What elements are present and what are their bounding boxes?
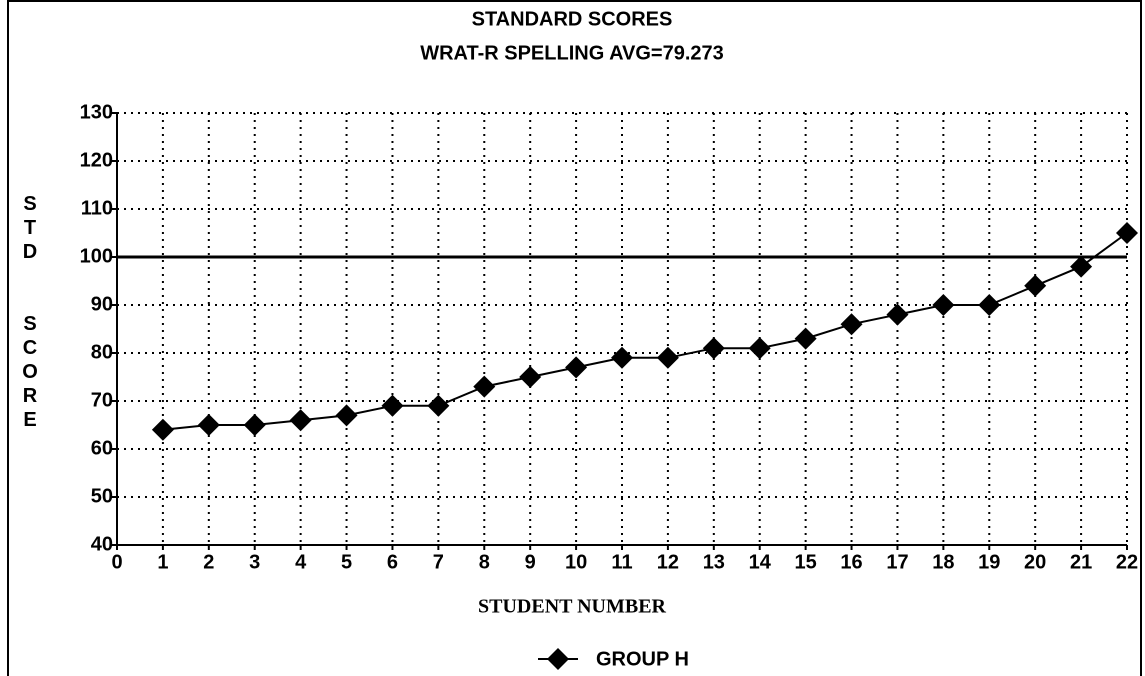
x-axis-label: STUDENT NUMBER <box>478 596 667 618</box>
point <box>1070 255 1093 278</box>
point <box>1116 222 1138 244</box>
series-line <box>162 232 1128 431</box>
point <box>243 414 266 436</box>
point <box>840 313 863 336</box>
point <box>611 346 633 369</box>
y-tick-label: 90 <box>91 293 113 315</box>
y-tick-label: 110 <box>81 197 113 219</box>
x-tick-label: 7 <box>433 551 444 573</box>
point <box>1024 274 1047 297</box>
y-tick-label: 50 <box>91 485 113 507</box>
point <box>932 294 955 316</box>
legend-label: GROUP H <box>596 648 689 670</box>
point <box>702 337 725 360</box>
x-tick-label: 6 <box>387 551 398 573</box>
x-tick-label: 2 <box>203 551 214 573</box>
point <box>473 375 496 398</box>
x-tick-label: 13 <box>703 551 725 573</box>
point <box>381 394 404 417</box>
x-tick-label: 20 <box>1024 551 1046 573</box>
x-tick-label: 1 <box>157 551 168 573</box>
x-tick-label: 15 <box>795 551 817 573</box>
x-tick-label: 21 <box>1070 551 1092 573</box>
point <box>656 346 679 369</box>
y-tick-label: 80 <box>91 341 113 363</box>
point <box>794 327 817 350</box>
point <box>289 409 312 432</box>
x-tick-label: 22 <box>1116 551 1138 573</box>
chart-subtitle: WRAT-R SPELLING AVG=79.273 <box>420 42 724 64</box>
x-tick-label: 9 <box>525 551 536 573</box>
point <box>197 414 220 436</box>
point <box>151 418 174 441</box>
point <box>886 303 909 326</box>
y-tick-label: 40 <box>91 533 113 555</box>
x-tick-label: 12 <box>657 551 679 573</box>
y-tick-label: 130 <box>80 101 113 123</box>
point <box>519 366 542 388</box>
point <box>427 394 450 417</box>
x-tick-label: 17 <box>886 551 908 573</box>
frame <box>7 0 1142 676</box>
x-tick-label: 5 <box>341 551 352 573</box>
point <box>748 337 771 360</box>
x-tick-label: 19 <box>978 551 1000 573</box>
x-tick-label: 16 <box>840 551 862 573</box>
x-tick-label: 3 <box>249 551 260 573</box>
chart-title: STANDARD SCORES <box>472 8 673 30</box>
y-tick-label: 120 <box>80 149 113 171</box>
x-tick-label: 18 <box>932 551 954 573</box>
y-tick-label: 100 <box>80 245 113 267</box>
y-tick-label: 60 <box>91 437 113 459</box>
x-tick-label: 11 <box>611 551 632 573</box>
point <box>978 294 1001 316</box>
point <box>335 404 358 427</box>
x-tick-label: 14 <box>749 551 772 573</box>
x-tick-label: 4 <box>295 551 307 573</box>
y-tick-label: 70 <box>91 389 113 411</box>
x-tick-label: 10 <box>565 551 587 573</box>
point <box>565 356 588 379</box>
x-tick-label: 8 <box>479 551 490 573</box>
legend-marker <box>547 648 569 670</box>
x-tick-label: 0 <box>111 551 122 573</box>
